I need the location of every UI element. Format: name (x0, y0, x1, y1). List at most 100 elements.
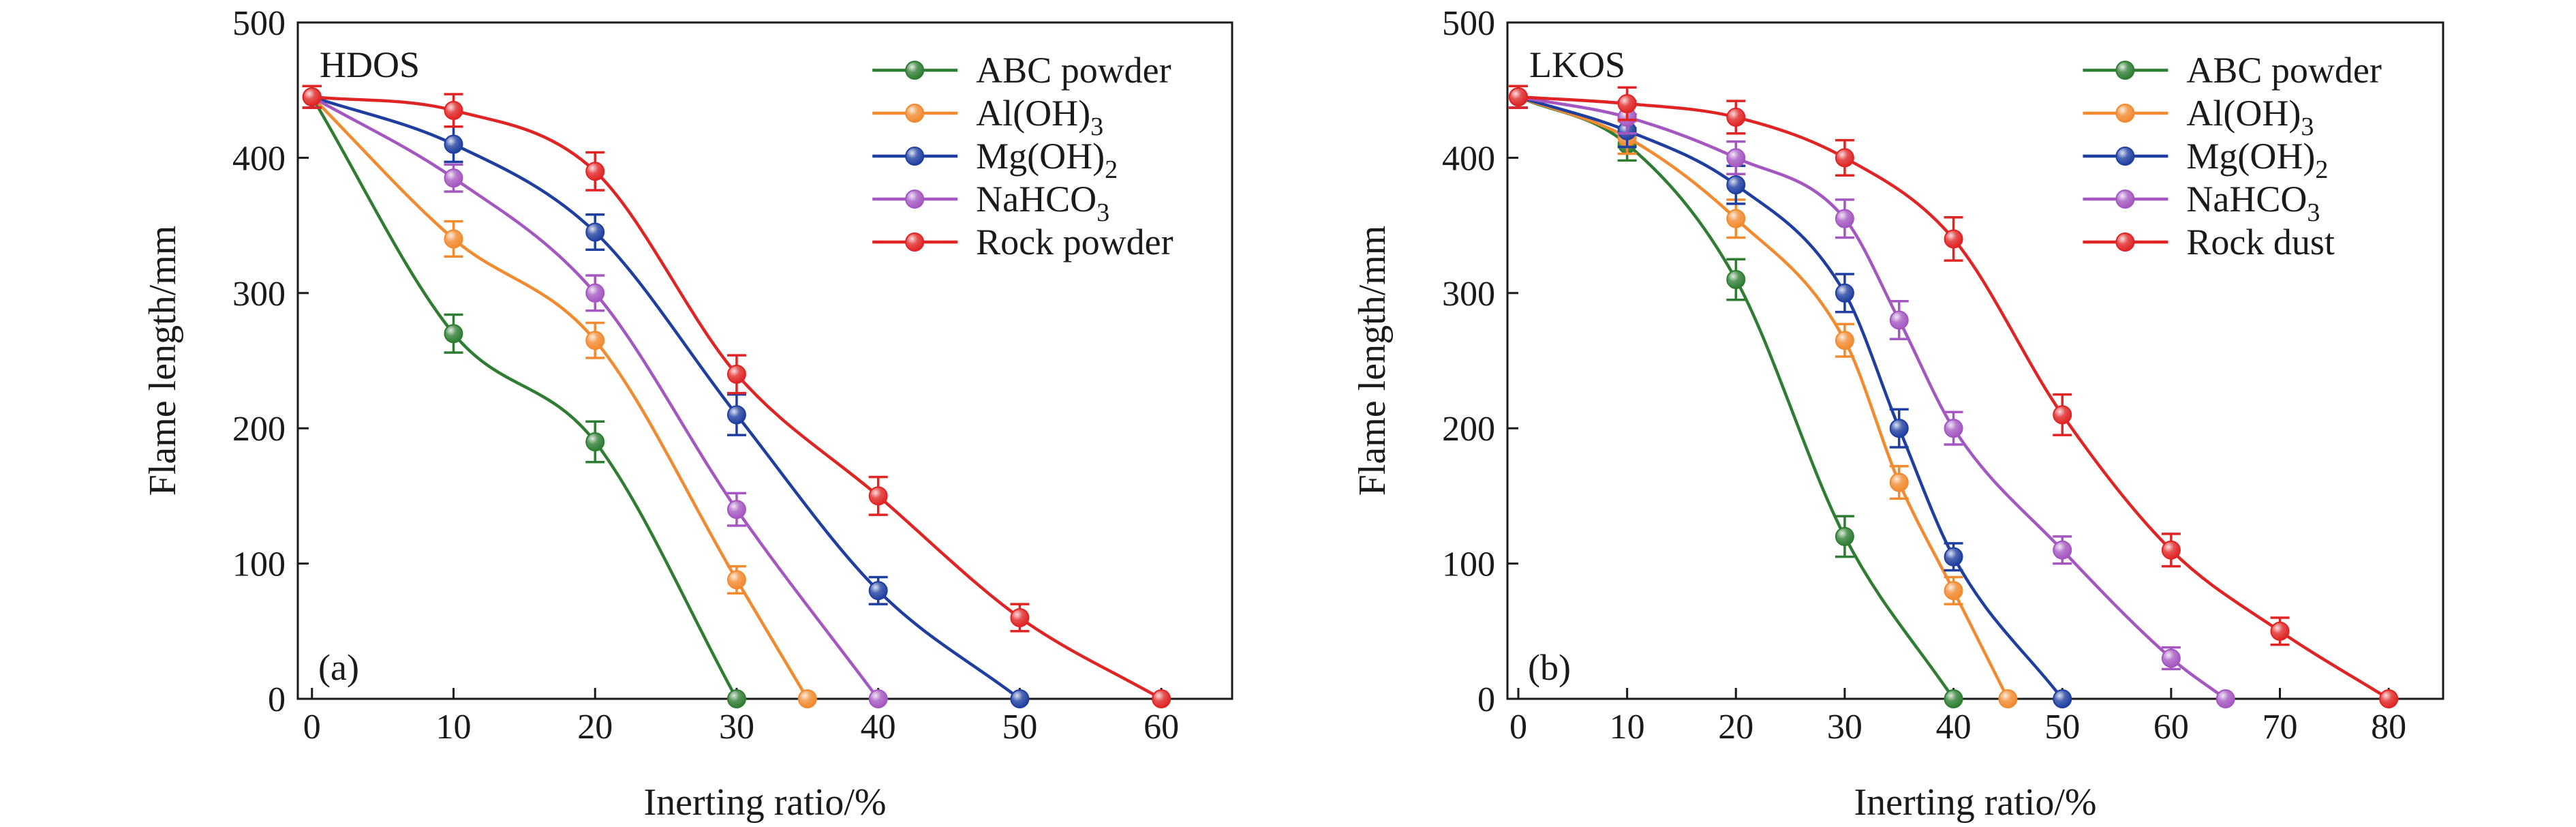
data-point (1152, 689, 1171, 708)
legend-label-subscript: 3 (1090, 112, 1103, 141)
x-tick-label: 60 (1144, 708, 1179, 747)
y-tick-label: 400 (232, 139, 286, 178)
legend-label: ABC powder (2186, 50, 2381, 91)
data-point (2379, 689, 2399, 708)
legend-label-main: NaHCO (2186, 179, 2307, 220)
data-point (1944, 581, 1963, 601)
legend-entry: ABC powder (2083, 50, 2382, 91)
legend-label: ABC powder (976, 50, 1171, 91)
data-point (726, 500, 746, 520)
data-point (1835, 331, 1854, 350)
panel-a: 0 100 200 300 400 500 0 10 20 30 40 50 60 Inerting ra… (142, 4, 1233, 824)
y-tick-label: 100 (1442, 545, 1495, 584)
data-point (726, 405, 746, 425)
data-point (1944, 419, 1963, 438)
x-tick-label: 60 (2153, 708, 2189, 747)
data-point (726, 364, 746, 384)
x-tick-label: 20 (577, 708, 613, 747)
legend-label-subscript: 2 (2315, 155, 2328, 184)
data-point (1889, 472, 1909, 492)
series-line (1518, 95, 2227, 700)
y-tick-label: 500 (232, 4, 286, 43)
data-point (1835, 526, 1854, 546)
y-axis-label: Flame length/mm (142, 226, 184, 496)
legend-label-main: ABC powder (2186, 50, 2381, 91)
legend-label: Rock dust (2186, 222, 2335, 262)
series-line (1518, 95, 1955, 700)
data-point (1835, 148, 1854, 168)
legend-label-main: Al(OH) (976, 93, 1090, 134)
y-tick-label: 200 (232, 410, 286, 449)
data-point (2053, 405, 2072, 425)
panel-label: (b) (1528, 647, 1571, 688)
y-tick-label: 200 (1442, 410, 1495, 449)
legend-label-subscript: 3 (2307, 198, 2320, 227)
data-point (585, 162, 605, 181)
x-tick-label: 10 (436, 708, 472, 747)
x-tick-label: 30 (1827, 708, 1862, 747)
x-tick-label: 40 (861, 708, 896, 747)
x-tick-label: 70 (2263, 708, 2298, 747)
x-tick-label: 0 (303, 708, 321, 747)
series-line (311, 95, 809, 700)
y-tick-label: 0 (1477, 680, 1495, 719)
data-point (797, 689, 817, 708)
legend-entry: NaHCO3 (872, 179, 1109, 227)
data-point (2053, 540, 2072, 560)
series-line (310, 95, 738, 700)
data-point (1726, 148, 1746, 168)
legend-marker (905, 147, 925, 166)
panel-label: (a) (318, 647, 359, 688)
data-point (1726, 209, 1746, 228)
legend-label: Mg(OH)2 (2186, 136, 2328, 184)
x-tick-label: 20 (1718, 708, 1753, 747)
series-line (311, 95, 880, 700)
legend-entry: NaHCO3 (2083, 179, 2320, 227)
legend-marker (2115, 190, 2135, 209)
legend-label-main: Rock powder (976, 222, 1173, 262)
data-point (1726, 175, 1746, 195)
data-point (2270, 621, 2290, 641)
data-point (1010, 689, 1030, 708)
data-point (868, 581, 888, 601)
data-point (1835, 283, 1854, 303)
x-tick-label: 50 (2044, 708, 2080, 747)
y-tick-label: 500 (1442, 4, 1495, 43)
series-rock-powder (302, 85, 1171, 708)
data-point (1617, 94, 1637, 114)
data-point (302, 87, 322, 107)
y-tick-label: 0 (268, 680, 286, 719)
y-axis-label: Flame length/mm (1351, 226, 1394, 496)
data-point (2161, 540, 2181, 560)
legend-marker (905, 232, 925, 252)
data-point (585, 331, 605, 350)
legend-label-subscript: 2 (1105, 155, 1118, 184)
data-point (1944, 229, 1963, 249)
y-tick-label: 300 (1442, 275, 1495, 314)
data-point (2161, 648, 2181, 668)
data-point (726, 570, 746, 590)
legend-label: NaHCO3 (976, 179, 1109, 227)
x-tick-label: 80 (2371, 708, 2406, 747)
legend-marker (905, 190, 925, 209)
legend-label-main: ABC powder (976, 50, 1171, 91)
x-tick-label: 10 (1610, 708, 1645, 747)
y-tick-label: 100 (232, 545, 286, 584)
x-tick-label: 30 (719, 708, 754, 747)
legend-label-main: Mg(OH) (2186, 136, 2315, 177)
y-tick-label: 300 (232, 275, 286, 314)
series-line (1518, 95, 2010, 700)
legend-label-subscript: 3 (1097, 198, 1109, 227)
legend-marker (2115, 104, 2135, 123)
legend-marker (2115, 232, 2135, 252)
data-point (1889, 419, 1909, 438)
data-point (1835, 209, 1854, 228)
x-tick-label: 50 (1002, 708, 1037, 747)
data-point (1508, 87, 1528, 107)
legend-marker (2115, 61, 2135, 80)
data-point (1726, 107, 1746, 127)
data-point (444, 168, 463, 188)
data-point (444, 134, 463, 154)
legend-label: Al(OH)3 (2186, 93, 2314, 141)
